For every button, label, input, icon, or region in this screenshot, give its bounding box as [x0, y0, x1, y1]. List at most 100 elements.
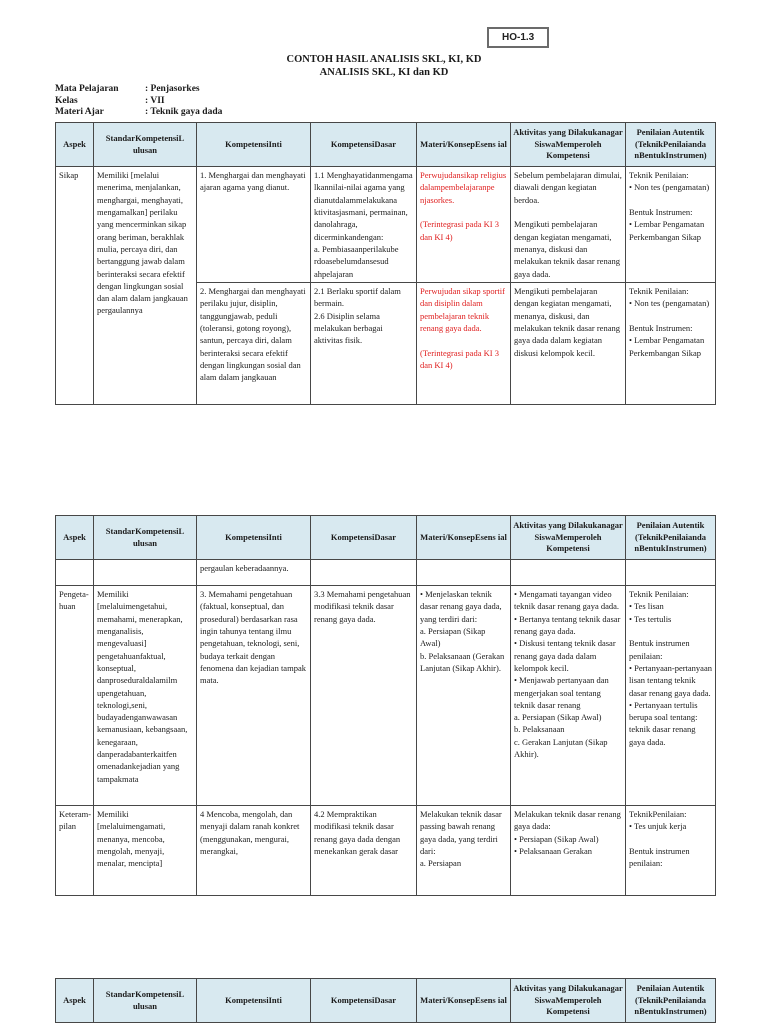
table-row-pengetahuan: Pengeta- huan Memiliki [melaluimengetahu…: [55, 585, 716, 806]
col-header-kompetensi-inti: KompetensiInti: [196, 515, 311, 560]
table-row-keterampilan: Keteram- pilan Memiliki [melaluimengamat…: [55, 805, 716, 896]
aktivitas-text: • Mengamati tayangan video teknik dasar …: [514, 589, 621, 760]
analysis-table-clipped: Aspek StandarKompetensiL ulusan Kompeten…: [55, 978, 716, 1023]
table-row-sikap-2: 2. Menghargai dan menghayati perilaku ju…: [56, 282, 716, 405]
cell-ki-pengetahuan: 3. Memahami pengetahuan (faktual, konsep…: [196, 585, 311, 806]
materi-text: Perwujudan sikap sportif dan disiplin da…: [420, 286, 505, 370]
col-header-penilaian: Penilaian Autentik (TeknikPenilaianda nB…: [625, 122, 716, 167]
cell-materi-pengetahuan: • Menjelaskan teknik dasar renang gaya d…: [416, 585, 511, 806]
meta-row-mata-pelajaran: Mata Pelajaran : Penjasorkes: [55, 84, 455, 96]
col-header-aktivitas: Aktivitas yang Dilakukanagar SiswaMemper…: [510, 122, 626, 167]
col-header-penilaian: Penilaian Autentik (TeknikPenilaianda nB…: [625, 515, 716, 560]
kd-text: 3.3 Memahami pengetahuan modifikasi tekn…: [314, 589, 411, 624]
penilaian-text: Teknik Penilaian: • Tes lisan • Tes tert…: [629, 589, 712, 747]
cell-kd-1: 1.1 Menghayatidanmengama lkannilai-nilai…: [310, 166, 417, 283]
col-header-aktivitas: Aktivitas yang Dilakukanagar SiswaMemper…: [510, 515, 626, 560]
aspek-text: Sikap: [59, 170, 79, 180]
page-title: CONTOH HASIL ANALISIS SKL, KI, KD ANALIS…: [0, 53, 768, 79]
table-row-sikap-1: Sikap Memiliki [melalui menerima, menjal…: [55, 166, 716, 405]
cell-skl-pengetahuan: Memiliki [melaluimengetahui, memahami, m…: [93, 585, 197, 806]
cell-empty: [625, 559, 716, 586]
kd-text: 1.1 Menghayatidanmengama lkannilai-nilai…: [314, 170, 413, 279]
cell-empty: [55, 559, 94, 586]
cell-skl-keterampilan: Memiliki [melaluimengamati, menanya, men…: [93, 805, 197, 896]
meta-value: : Penjasorkes: [145, 84, 200, 94]
cell-empty: [416, 559, 511, 586]
aspek-text: Keteram- pilan: [59, 809, 92, 832]
cell-materi-2: Perwujudan sikap sportif dan disiplin da…: [416, 282, 511, 405]
table-row-continuation: pergaulan keberadaannya.: [55, 559, 716, 586]
cell-materi-keterampilan: Melakukan teknik dasar passing bawah ren…: [416, 805, 511, 896]
cell-kd-2: 2.1 Berlaku sportif dalam bermain. 2.6 D…: [310, 282, 417, 405]
skl-text: Memiliki [melaluimengamati, menanya, men…: [97, 809, 166, 869]
col-header-aktivitas: Aktivitas yang Dilakukanagar SiswaMemper…: [510, 978, 626, 1023]
meta-value: : VII: [145, 95, 165, 106]
col-header-aspek: Aspek: [55, 122, 94, 167]
cell-skl-sikap: Memiliki [melalui menerima, menjalankan,…: [93, 166, 197, 405]
meta-row-kelas: Kelas : VII: [55, 96, 455, 108]
analysis-table-sikap: Aspek StandarKompetensiL ulusan Kompeten…: [55, 122, 716, 405]
col-header-skl: StandarKompetensiL ulusan: [93, 122, 197, 167]
cell-penilaian-2: Teknik Penilaian: • Non tes (pengamatan)…: [625, 282, 716, 405]
ki-text: 1. Menghargai dan menghayati ajaran agam…: [200, 170, 306, 193]
table-header-row: Aspek StandarKompetensiL ulusan Kompeten…: [55, 122, 716, 167]
analysis-table-pengetahuan-keterampilan: Aspek StandarKompetensiL ulusan Kompeten…: [55, 515, 716, 896]
cell-materi-1: Perwujudansikap religius dalampembelajar…: [416, 166, 511, 283]
cell-aspek-keterampilan: Keteram- pilan: [55, 805, 94, 896]
cell-aspek-pengetahuan: Pengeta- huan: [55, 585, 94, 806]
meta-block: Mata Pelajaran : Penjasorkes Kelas : VII…: [55, 84, 455, 119]
ho-label-box: HO-1.3: [487, 27, 550, 48]
materi-text: Melakukan teknik dasar passing bawah ren…: [420, 809, 502, 869]
col-header-skl: StandarKompetensiL ulusan: [93, 515, 197, 560]
cell-ki-1: 1. Menghargai dan menghayati ajaran agam…: [196, 166, 311, 283]
col-header-aspek: Aspek: [55, 978, 94, 1023]
cell-aktivitas-keterampilan: Melakukan teknik dasar renang gaya dada:…: [510, 805, 626, 896]
aktivitas-text: Melakukan teknik dasar renang gaya dada:…: [514, 809, 621, 856]
cell-empty: [510, 559, 626, 586]
col-header-materi: Materi/KonsepEsens ial: [416, 515, 511, 560]
penilaian-text: Teknik Penilaian: • Non tes (pengamatan)…: [629, 286, 710, 358]
ki-text: 3. Memahami pengetahuan (faktual, konsep…: [200, 589, 306, 686]
skl-text: Memiliki [melalui menerima, menjalankan,…: [97, 170, 188, 316]
cell-penilaian-1: Teknik Penilaian: • Non tes (pengamatan)…: [625, 166, 716, 283]
kd-text: 2.1 Berlaku sportif dalam bermain. 2.6 D…: [314, 286, 401, 346]
cell-aktivitas-1: Sebelum pembelajaran dimulai, diawali de…: [510, 166, 626, 283]
materi-text: Perwujudansikap religius dalampembelajar…: [420, 170, 507, 242]
col-header-kompetensi-dasar: KompetensiDasar: [310, 122, 417, 167]
ki-continuation-text: pergaulan keberadaannya.: [200, 563, 289, 573]
kd-text: 4.2 Mempraktikan modifikasi teknik dasar…: [314, 809, 401, 856]
title-line-2: ANALISIS SKL, KI dan KD: [319, 67, 449, 79]
cell-penilaian-pengetahuan: Teknik Penilaian: • Tes lisan • Tes tert…: [625, 585, 716, 806]
cell-empty: [310, 559, 417, 586]
aktivitas-text: Sebelum pembelajaran dimulai, diawali de…: [514, 170, 622, 279]
col-header-penilaian: Penilaian Autentik (TeknikPenilaianda nB…: [625, 978, 716, 1023]
meta-label: Kelas: [55, 95, 78, 106]
table-header-row: Aspek StandarKompetensiL ulusan Kompeten…: [55, 978, 716, 1023]
meta-label: Mata Pelajaran: [55, 84, 119, 94]
col-header-kompetensi-dasar: KompetensiDasar: [310, 978, 417, 1023]
ki-text: 4 Mencoba, mengolah, dan menyaji dalam r…: [200, 809, 300, 856]
ki-text: 2. Menghargai dan menghayati perilaku ju…: [200, 286, 306, 383]
cell-empty: [93, 559, 197, 586]
col-header-kompetensi-dasar: KompetensiDasar: [310, 515, 417, 560]
skl-text: Memiliki [melaluimengetahui, memahami, m…: [97, 589, 188, 784]
aktivitas-text: Mengikuti pembelajaran dengan kegiatan m…: [514, 286, 620, 358]
cell-ki-continuation: pergaulan keberadaannya.: [196, 559, 311, 586]
col-header-kompetensi-inti: KompetensiInti: [196, 122, 311, 167]
cell-ki-keterampilan: 4 Mencoba, mengolah, dan menyaji dalam r…: [196, 805, 311, 896]
materi-text: • Menjelaskan teknik dasar renang gaya d…: [420, 589, 505, 673]
title-line-1: CONTOH HASIL ANALISIS SKL, KI, KD: [286, 54, 482, 65]
penilaian-text: TeknikPenilaian: • Tes unjuk kerja Bentu…: [629, 809, 690, 869]
col-header-skl: StandarKompetensiL ulusan: [93, 978, 197, 1023]
ho-label: HO-1.3: [502, 32, 535, 43]
meta-value: : Teknik gaya dada: [145, 107, 223, 118]
cell-aspek-sikap: Sikap: [55, 166, 94, 405]
col-header-materi: Materi/KonsepEsens ial: [416, 978, 511, 1023]
cell-kd-keterampilan: 4.2 Mempraktikan modifikasi teknik dasar…: [310, 805, 417, 896]
meta-row-materi-ajar: Materi Ajar : Teknik gaya dada: [55, 107, 455, 119]
col-header-aspek: Aspek: [55, 515, 94, 560]
col-header-materi: Materi/KonsepEsens ial: [416, 122, 511, 167]
cell-penilaian-keterampilan: TeknikPenilaian: • Tes unjuk kerja Bentu…: [625, 805, 716, 896]
cell-kd-pengetahuan: 3.3 Memahami pengetahuan modifikasi tekn…: [310, 585, 417, 806]
